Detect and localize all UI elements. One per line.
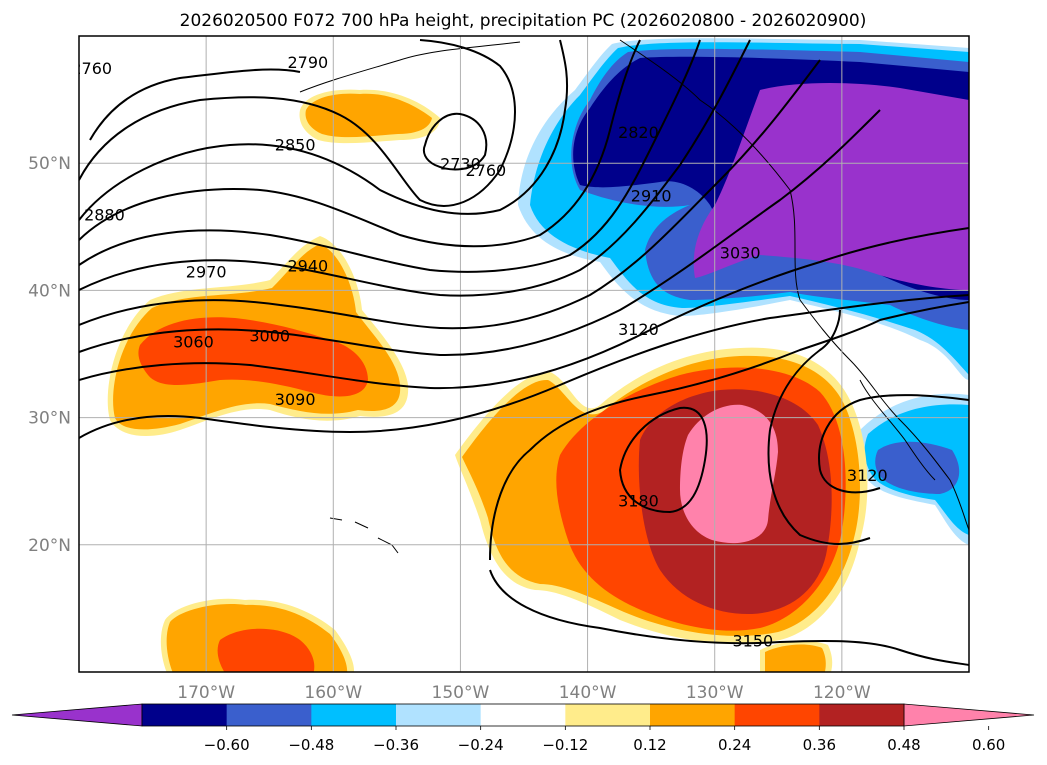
contour-label: 2820 (618, 123, 659, 142)
colorbar-swatch (396, 704, 482, 726)
contour-line (818, 394, 969, 494)
x-axis-ticks: 170°W 160°W 150°W 140°W 130°W 120°W (177, 683, 871, 703)
map-frame (78, 35, 970, 673)
contour-label: 2790 (287, 53, 328, 72)
chart-title: 2026020500 F072 700 hPa height, precipit… (180, 11, 867, 31)
contour-label: 3060 (173, 333, 214, 352)
colorbar-frame (141, 703, 905, 727)
north-america-west-coast (619, 39, 969, 531)
contour-line (489, 569, 969, 666)
contour-line (79, 227, 969, 390)
contour-label: 3090 (275, 390, 316, 409)
alaska-coast (299, 41, 521, 93)
contour-line (89, 68, 301, 141)
colorbar-extend-high (903, 703, 1035, 727)
contour-label: 2760 (465, 161, 506, 180)
y-axis-ticks: 20°N 30°N 40°N 50°N (28, 154, 71, 556)
contour-line (79, 39, 751, 297)
contour-label: 3030 (720, 244, 761, 263)
colorbar-swatch (650, 704, 736, 726)
alaska-wet-orange (305, 93, 432, 138)
gridlines (79, 36, 969, 672)
contour-line (767, 309, 871, 545)
colorbar-tick-label: −0.12 (542, 736, 588, 754)
contour-label: 2940 (287, 256, 328, 275)
colorbar-tick-label: −0.48 (288, 736, 334, 754)
colorbar-tick-label: −0.36 (373, 736, 419, 754)
contour-line (79, 39, 641, 248)
colorbar-tick-label: 0.36 (803, 736, 836, 754)
colorbar-swatch (819, 704, 905, 726)
contour-line (422, 112, 488, 171)
colorbar-swatch (311, 704, 397, 726)
colorbar-swatch (734, 704, 820, 726)
contour-line (79, 39, 516, 207)
contour-label: 2760 (71, 59, 112, 78)
y-tick-label: 30°N (28, 409, 71, 429)
y-tick-label: 20°N (28, 536, 71, 556)
contour-label: 3120 (847, 466, 888, 485)
colorbar-tick-label: 0.24 (718, 736, 751, 754)
contour-label: 2850 (275, 135, 316, 154)
wet-region-pink (680, 404, 778, 544)
contour-label: 3120 (618, 320, 659, 339)
contour-line (79, 109, 881, 357)
contour-label: 2880 (84, 205, 125, 224)
colorbar-swatch (226, 704, 312, 726)
colorbar-swatch (565, 704, 651, 726)
x-tick-label: 150°W (432, 683, 490, 703)
height-contours (79, 39, 969, 666)
colorbar: −0.60 −0.48 −0.36 −0.24 −0.12 0.12 0.24 0.36 0.4… (11, 703, 1035, 754)
y-tick-label: 40°N (28, 281, 71, 301)
colorbar-tick-label: 0.48 (887, 736, 920, 754)
contour-labels: 2760 279028502880276027302820291030302940… (71, 53, 888, 651)
contour-label: 3150 (732, 632, 773, 651)
contour-label: 2970 (186, 263, 227, 282)
colorbar-tick-label: 0.12 (633, 736, 666, 754)
baja-coast (859, 379, 936, 481)
contour-label: 3000 (249, 326, 290, 345)
contour-line (489, 301, 969, 561)
colorbar-tick-label: −0.24 (458, 736, 504, 754)
tropical-wet-red (217, 628, 315, 672)
contour-line (79, 59, 821, 330)
y-tick-label: 50°N (28, 154, 71, 174)
x-tick-label: 130°W (686, 683, 744, 703)
colorbar-swatch (142, 704, 228, 726)
contour-line (79, 39, 569, 221)
contour-line (79, 294, 969, 439)
contour-line (618, 406, 708, 514)
contour-label: 2730 (440, 155, 481, 174)
colorbar-tick-label: 0.60 (972, 736, 1005, 754)
x-tick-label: 140°W (559, 683, 617, 703)
southeast-wet-orange (765, 644, 826, 672)
contour-label: 2910 (631, 186, 672, 205)
x-tick-label: 120°W (813, 683, 871, 703)
colorbar-extend-low (11, 703, 143, 727)
x-tick-label: 170°W (177, 683, 235, 703)
contour-line (79, 39, 701, 273)
baja-dry-royalblue (875, 441, 960, 494)
colorbar-tick-label: −0.60 (204, 736, 250, 754)
contour-label: 3180 (618, 492, 659, 511)
x-tick-label: 160°W (304, 683, 362, 703)
colorbar-swatch (480, 704, 566, 726)
